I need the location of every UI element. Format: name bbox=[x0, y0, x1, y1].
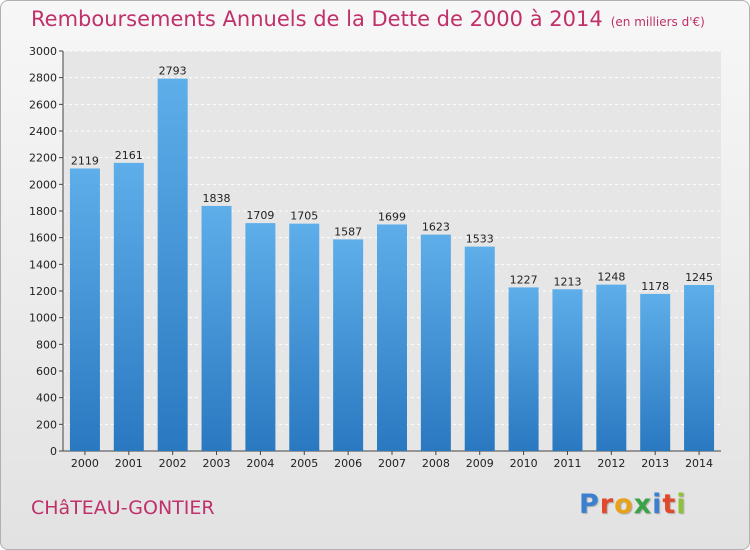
x-tick-label-2008: 2008 bbox=[422, 457, 450, 470]
y-tick-label: 200 bbox=[36, 418, 57, 431]
bar-2002 bbox=[157, 78, 188, 451]
data-label-2012: 1248 bbox=[597, 271, 625, 284]
data-label-2001: 2161 bbox=[115, 149, 143, 162]
y-tick-label: 600 bbox=[36, 365, 57, 378]
logo-letter: o bbox=[614, 489, 634, 520]
data-label-2002: 2793 bbox=[159, 65, 187, 78]
y-tick-label: 0 bbox=[50, 445, 57, 458]
bar-2000 bbox=[69, 168, 100, 451]
logo-letter: t bbox=[662, 489, 677, 520]
x-tick-label-2001: 2001 bbox=[115, 457, 143, 470]
bar-2012 bbox=[596, 284, 627, 451]
bar-2014 bbox=[684, 285, 715, 451]
y-tick-label: 2600 bbox=[29, 98, 57, 111]
data-label-2006: 1587 bbox=[334, 225, 362, 238]
bar-2005 bbox=[289, 223, 320, 451]
data-label-2009: 1533 bbox=[466, 233, 494, 246]
y-tick-label: 1400 bbox=[29, 258, 57, 271]
logo-letter: r bbox=[599, 489, 615, 520]
y-tick-label: 1800 bbox=[29, 205, 57, 218]
x-tick-label-2014: 2014 bbox=[685, 457, 713, 470]
bar-2010 bbox=[508, 287, 539, 451]
bars bbox=[69, 78, 715, 451]
chart-title-text: Remboursements Annuels de la Dette de 20… bbox=[31, 7, 603, 31]
data-label-2003: 1838 bbox=[203, 192, 231, 205]
chart-title: Remboursements Annuels de la Dette de 20… bbox=[31, 7, 705, 31]
x-tick-label-2007: 2007 bbox=[378, 457, 406, 470]
x-tick-label-2010: 2010 bbox=[510, 457, 538, 470]
x-tick-label-2002: 2002 bbox=[159, 457, 187, 470]
x-tick-label-2006: 2006 bbox=[334, 457, 362, 470]
y-tick-label: 1200 bbox=[29, 285, 57, 298]
bar-2008 bbox=[420, 234, 451, 451]
y-tick-label: 800 bbox=[36, 338, 57, 351]
data-label-2007: 1699 bbox=[378, 210, 406, 223]
y-tick-label: 2800 bbox=[29, 72, 57, 85]
labels: 0 200 400 600 800 1000 1200 1400 1600 1800 2000 220… bbox=[29, 45, 713, 470]
bar-2004 bbox=[245, 223, 276, 451]
x-tick-label-2011: 2011 bbox=[553, 457, 581, 470]
bar-2009 bbox=[464, 246, 495, 451]
y-tick-label: 1000 bbox=[29, 312, 57, 325]
data-label-2000: 2119 bbox=[71, 154, 99, 167]
x-tick-label-2009: 2009 bbox=[466, 457, 494, 470]
bar-2007 bbox=[377, 224, 407, 451]
logo-letter: x bbox=[633, 489, 653, 520]
y-tick-label: 1600 bbox=[29, 232, 57, 245]
proxiti-logo: Proxiti bbox=[579, 489, 687, 520]
data-label-2011: 1213 bbox=[553, 275, 581, 288]
bar-2013 bbox=[640, 293, 671, 451]
x-tick-label-2004: 2004 bbox=[246, 457, 274, 470]
data-label-2004: 1709 bbox=[246, 209, 274, 222]
y-tick-label: 400 bbox=[36, 392, 57, 405]
data-label-2014: 1245 bbox=[685, 271, 713, 284]
city-name: CHâTEAU-GONTIER bbox=[31, 497, 215, 519]
chart-subtitle: (en milliers d'€) bbox=[610, 15, 705, 29]
y-tick-label: 3000 bbox=[29, 45, 57, 58]
logo-letter: i bbox=[676, 489, 687, 520]
y-tick-label: 2400 bbox=[29, 125, 57, 138]
bar-2001 bbox=[113, 162, 144, 451]
data-label-2005: 1705 bbox=[290, 210, 318, 223]
x-tick-label-2013: 2013 bbox=[641, 457, 669, 470]
bar-2011 bbox=[552, 289, 583, 451]
bar-2003 bbox=[201, 205, 232, 451]
x-tick-label-2005: 2005 bbox=[290, 457, 318, 470]
x-tick-label-2003: 2003 bbox=[203, 457, 231, 470]
data-label-2013: 1178 bbox=[641, 280, 669, 293]
y-tick-label: 2000 bbox=[29, 178, 57, 191]
data-label-2008: 1623 bbox=[422, 221, 450, 234]
y-tick-label: 2200 bbox=[29, 152, 57, 165]
data-label-2010: 1227 bbox=[510, 273, 538, 286]
bar-2006 bbox=[333, 239, 364, 451]
logo-letter: i bbox=[652, 489, 663, 520]
logo-letter: P bbox=[579, 489, 600, 520]
x-tick-label-2000: 2000 bbox=[71, 457, 99, 470]
x-tick-label-2012: 2012 bbox=[597, 457, 625, 470]
